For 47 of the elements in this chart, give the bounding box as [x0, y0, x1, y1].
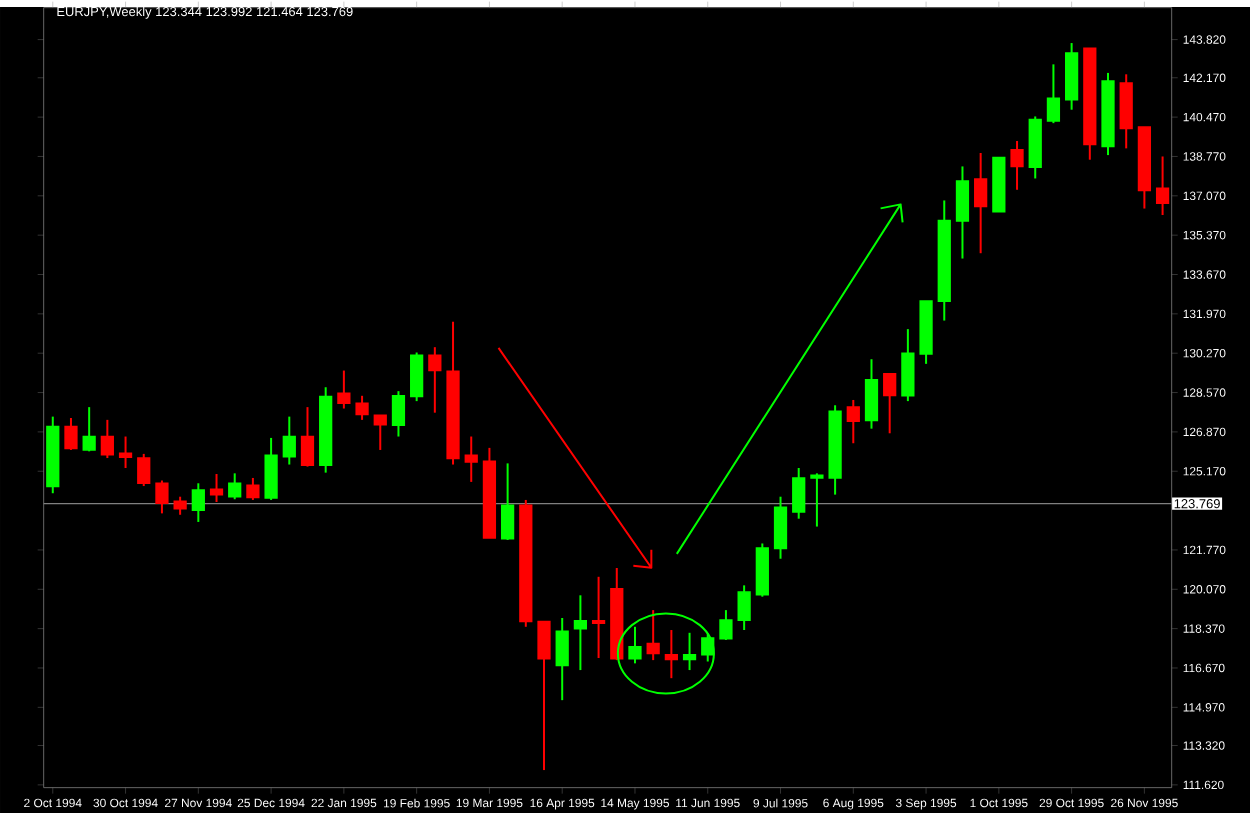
candlestick — [628, 625, 642, 665]
candlestick — [300, 406, 315, 468]
candlestick — [100, 418, 114, 459]
candlestick — [82, 406, 96, 453]
candlestick — [1046, 63, 1061, 125]
candlestick — [555, 616, 569, 702]
candlestick — [646, 609, 660, 662]
candlestick — [1119, 73, 1133, 150]
candlestick — [282, 415, 296, 466]
candlestick — [773, 495, 788, 560]
candlestick — [591, 575, 606, 659]
candlestick — [337, 369, 351, 410]
candlestick — [755, 542, 769, 598]
candlestick — [737, 584, 751, 631]
candlestick — [792, 466, 806, 520]
candlestick — [810, 472, 824, 528]
candlestick — [246, 476, 260, 501]
candlestick — [1065, 41, 1079, 111]
candlestick — [500, 462, 515, 541]
candlestick — [410, 351, 424, 403]
candlestick — [155, 479, 169, 515]
candlestick — [1028, 115, 1042, 180]
candlestick — [391, 390, 406, 438]
candlestick — [664, 628, 678, 680]
candlestick — [264, 436, 278, 501]
candlestick — [1155, 155, 1170, 216]
candlestick — [191, 482, 205, 523]
candlestick — [901, 328, 915, 403]
candlestick — [64, 416, 78, 451]
candlestick — [719, 609, 733, 641]
candlestick — [846, 398, 860, 445]
candlestick — [1010, 139, 1024, 191]
candlestick — [883, 372, 897, 435]
candlestick — [137, 452, 151, 487]
candlestick — [537, 620, 551, 771]
candlestick — [864, 358, 879, 430]
candlestick — [974, 151, 988, 255]
candlestick — [573, 594, 588, 671]
candlestick — [173, 495, 187, 516]
candlestick — [682, 631, 697, 671]
candlestick — [428, 346, 442, 414]
candlestick — [464, 435, 478, 483]
candlestick — [118, 435, 133, 469]
candlestick — [955, 165, 970, 260]
candlestick — [373, 414, 387, 451]
candlestick — [355, 394, 369, 421]
candlestick — [228, 472, 242, 501]
